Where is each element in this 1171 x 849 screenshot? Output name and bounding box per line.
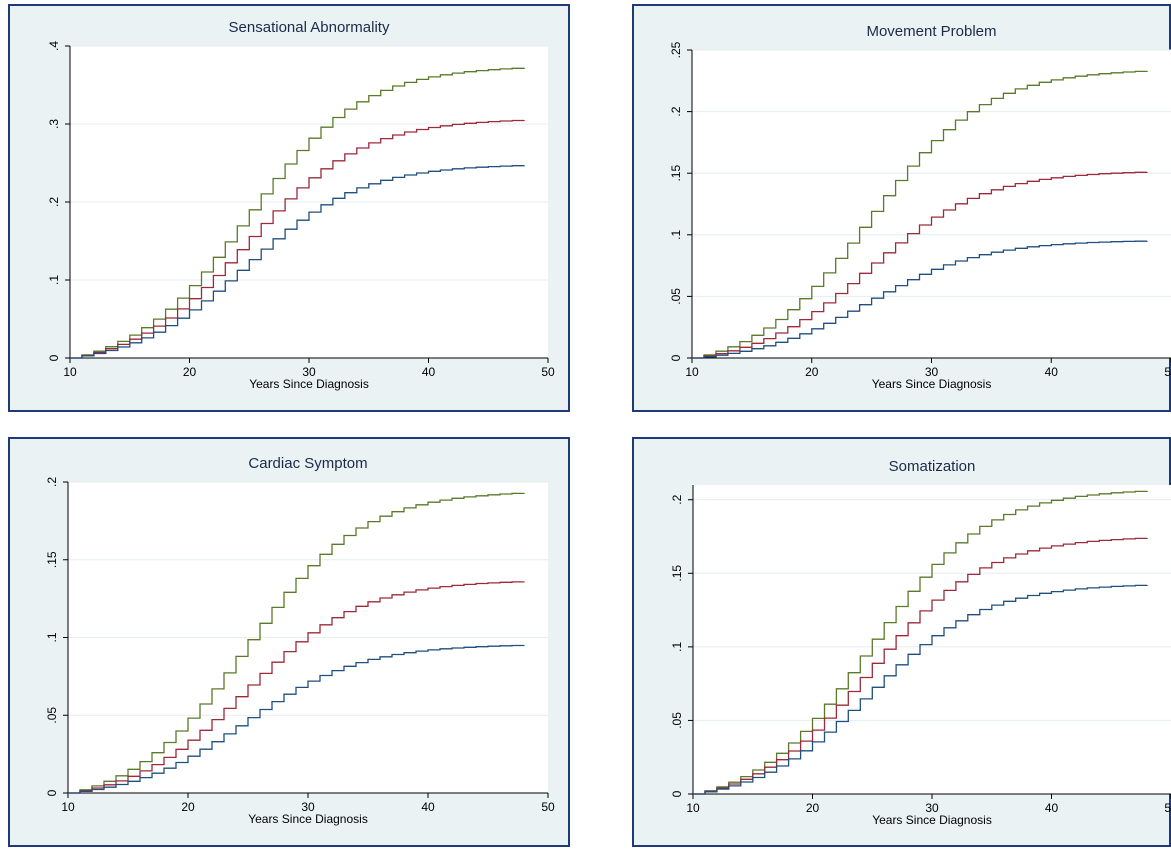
x-axis-label: Years Since Diagnosis	[249, 377, 369, 391]
x-tick-label: 40	[422, 365, 436, 379]
y-tick-label: 0	[45, 789, 59, 796]
y-tick-label: .1	[669, 229, 683, 239]
y-tick-label: .2	[670, 494, 684, 504]
chart-title: Cardiac Symptom	[248, 455, 367, 472]
series-line-3	[693, 584, 1148, 795]
x-axis-label: Years Since Diagnosis	[248, 812, 368, 826]
y-tick-label: .15	[45, 551, 59, 568]
x-tick-label: 10	[61, 800, 75, 814]
y-tick-label: 0	[47, 354, 61, 361]
x-tick-label: 10	[63, 365, 77, 379]
series-line-3	[70, 165, 525, 359]
x-tick-label: 40	[1045, 365, 1059, 379]
x-tick-label: 40	[421, 800, 435, 814]
y-tick-label: .05	[670, 712, 684, 729]
x-tick-label: 50	[1164, 365, 1171, 379]
x-tick-label: 30	[301, 800, 315, 814]
y-tick-label: .1	[45, 632, 59, 642]
y-tick-label: 0	[669, 354, 683, 361]
chart-svg: Sensational Abnormality 0 .1 .2 .3 .4 10 20 30 40…	[47, 19, 555, 391]
series-line-3	[68, 644, 525, 794]
series-line-1	[693, 490, 1148, 795]
y-tick-label: .4	[47, 41, 61, 51]
series-line-1	[68, 492, 525, 794]
y-tick-label: .3	[47, 119, 61, 129]
chart-title: Somatization	[889, 458, 976, 475]
chart-panel-sensational-abnormality: Sensational Abnormality 0 .1 .2 .3 .4 10 20 30 40…	[8, 4, 570, 412]
chart-svg: Movement Problem 0 .05 .1 .15 .2 .25 10 20 30 40 50…	[669, 23, 1171, 391]
series-line-1	[70, 67, 525, 359]
chart-svg: Cardiac Symptom 0 .05 .1 .15 .2 10 20 30 40 50 Year…	[45, 455, 555, 826]
x-tick-label: 40	[1045, 801, 1059, 815]
x-tick-label: 50	[1164, 801, 1171, 815]
x-tick-label: 50	[541, 800, 555, 814]
x-tick-label: 20	[181, 800, 195, 814]
x-tick-label: 10	[686, 801, 700, 815]
chart-panel-cardiac-symptom: Cardiac Symptom 0 .05 .1 .15 .2 10 20 30 40 50 Year…	[8, 437, 570, 847]
y-tick-label: .2	[45, 477, 59, 487]
series-line-2	[68, 581, 525, 794]
x-tick-label: 30	[925, 801, 939, 815]
y-tick-label: 0	[670, 790, 684, 797]
y-tick-label: .1	[670, 642, 684, 652]
x-tick-label: 10	[685, 365, 699, 379]
x-tick-label: 20	[805, 365, 819, 379]
series-line-2	[692, 171, 1148, 359]
y-tick-label: .15	[670, 565, 684, 582]
chart-svg: Somatization 0 .05 .1 .15 .2 10 20 30 40 50 Years S…	[670, 458, 1171, 827]
chart-title: Movement Problem	[866, 23, 996, 40]
series-line-1	[692, 70, 1148, 359]
x-tick-label: 20	[806, 801, 820, 815]
plot-area	[692, 50, 1171, 358]
y-tick-label: .15	[669, 165, 683, 182]
y-tick-label: .05	[669, 288, 683, 305]
chart-panel-somatization: Somatization 0 .05 .1 .15 .2 10 20 30 40 50 Years S…	[632, 437, 1171, 847]
y-tick-label: .1	[47, 275, 61, 285]
y-tick-label: .25	[669, 41, 683, 58]
chart-title: Sensational Abnormality	[229, 19, 390, 36]
x-tick-label: 30	[925, 365, 939, 379]
series-line-3	[692, 240, 1148, 359]
x-tick-label: 50	[541, 365, 555, 379]
y-tick-label: .2	[669, 106, 683, 116]
x-axis-label: Years Since Diagnosis	[872, 377, 992, 391]
series-line-2	[70, 119, 525, 359]
y-tick-label: .2	[47, 197, 61, 207]
x-tick-label: 20	[183, 365, 197, 379]
y-tick-label: .05	[45, 707, 59, 724]
x-tick-label: 30	[302, 365, 316, 379]
x-axis-label: Years Since Diagnosis	[872, 813, 992, 827]
chart-panel-movement-problem: Movement Problem 0 .05 .1 .15 .2 .25 10 20 30 40 50…	[632, 4, 1171, 412]
series-line-2	[693, 537, 1148, 795]
